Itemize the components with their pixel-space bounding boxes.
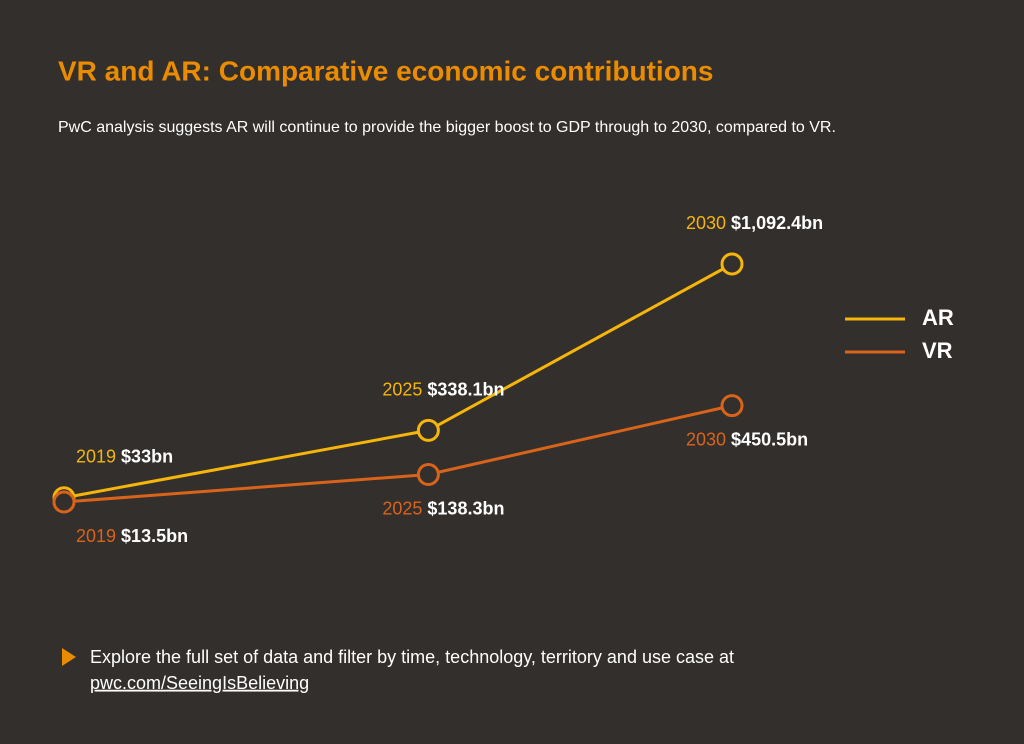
data-label: 2030 $1,092.4bn: [686, 213, 823, 233]
data-point: [416, 418, 440, 442]
data-label-year: 2025: [382, 498, 422, 518]
data-point: [720, 394, 744, 418]
footer-text: Explore the full set of data and filter …: [90, 647, 734, 667]
data-point: [416, 462, 440, 486]
data-label-value: $33bn: [121, 446, 173, 466]
chart-subtitle: PwC analysis suggests AR will continue t…: [58, 119, 836, 136]
data-label-value: $1,092.4bn: [731, 213, 823, 233]
data-label-value: $338.1bn: [427, 379, 504, 399]
legend-label: AR: [922, 305, 954, 330]
data-label: 2025 $138.3bn: [382, 498, 504, 518]
data-label-year: 2030: [686, 213, 726, 233]
legend-label: VR: [922, 338, 953, 363]
data-point: [720, 252, 744, 276]
data-point: [52, 490, 76, 514]
footer-link[interactable]: pwc.com/SeeingIsBelieving: [90, 673, 309, 693]
data-label-value: $138.3bn: [427, 498, 504, 518]
data-label-year: 2030: [686, 429, 726, 449]
chart-title: VR and AR: Comparative economic contribu…: [58, 55, 713, 86]
data-label-value: $13.5bn: [121, 526, 188, 546]
data-label: 2025 $338.1bn: [382, 379, 504, 399]
data-label-value: $450.5bn: [731, 429, 808, 449]
data-label-year: 2025: [382, 379, 422, 399]
data-label: 2019 $33bn: [76, 446, 173, 466]
data-label-year: 2019: [76, 446, 116, 466]
data-label: 2030 $450.5bn: [686, 429, 808, 449]
data-label: 2019 $13.5bn: [76, 526, 188, 546]
footer-arrow: [62, 648, 76, 666]
data-label-year: 2019: [76, 526, 116, 546]
